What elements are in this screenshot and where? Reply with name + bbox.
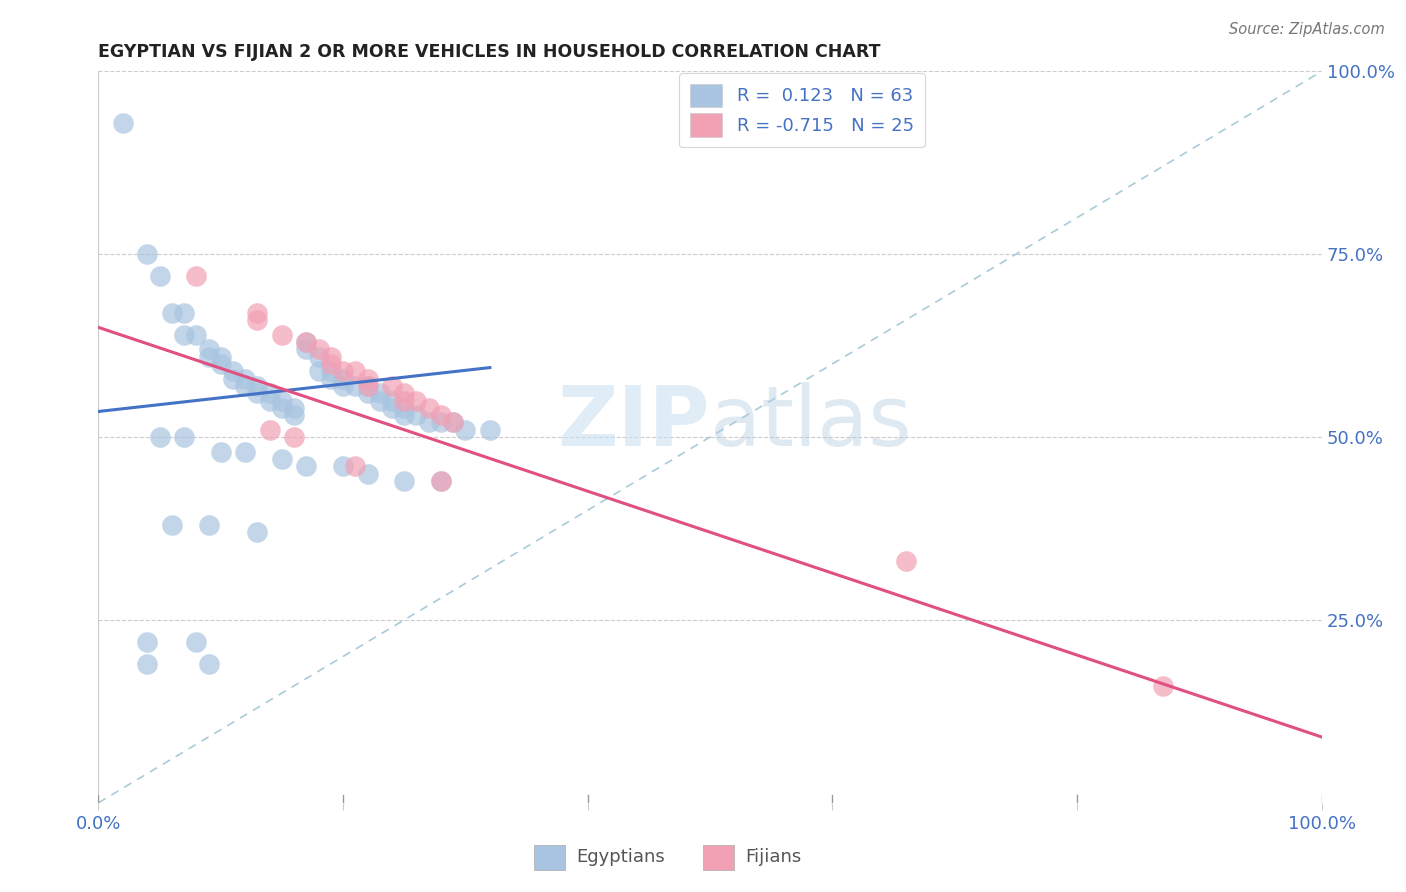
Point [308,364,330,378]
Point [356,379,378,393]
Point [197,350,219,364]
Point [136,657,159,671]
Point [160,517,183,532]
Point [270,452,294,467]
Point [270,393,294,408]
Point [441,416,464,430]
Point [454,423,477,437]
Point [233,379,256,393]
Point [356,371,378,385]
Point [368,386,391,401]
Point [1152,679,1174,693]
Point [233,371,256,385]
Point [186,635,208,649]
Point [319,350,342,364]
Text: atlas: atlas [710,382,911,463]
Point [392,408,416,422]
Point [381,401,404,415]
Point [392,401,416,415]
Point [186,327,208,342]
Point [368,393,391,408]
Point [246,313,269,327]
Point [259,423,281,437]
Point [319,364,342,378]
Point [295,334,318,349]
Point [246,386,269,401]
Point [209,444,232,458]
Point [344,379,367,393]
Point [209,357,232,371]
Point [381,393,404,408]
Point [405,408,427,422]
Point [136,247,159,261]
Point [392,386,416,401]
Point [405,393,427,408]
Point [173,430,195,444]
Point [344,364,367,378]
Point [319,371,342,385]
Point [160,306,183,320]
Point [894,554,917,568]
Point [308,343,330,357]
Point [430,474,453,488]
Point [222,364,245,378]
Point [197,657,219,671]
Point [233,444,256,458]
Point [246,379,269,393]
Point [111,115,134,129]
Point [136,635,159,649]
Point [259,386,281,401]
Point [332,379,354,393]
Text: ZIP: ZIP [558,382,710,463]
Point [149,430,172,444]
Point [332,364,354,378]
Point [197,517,219,532]
Point [149,269,172,284]
Point [197,343,219,357]
Point [392,474,416,488]
Legend: R =  0.123   N = 63, R = -0.715   N = 25: R = 0.123 N = 63, R = -0.715 N = 25 [679,73,925,147]
Point [332,371,354,385]
Point [319,357,342,371]
Point [295,334,318,349]
Point [392,393,416,408]
Point [270,327,294,342]
Point [283,430,305,444]
Point [295,343,318,357]
Point [283,408,305,422]
Point [381,379,404,393]
Point [295,459,318,474]
Point [173,327,195,342]
Point [478,423,501,437]
Point [418,416,440,430]
Point [332,459,354,474]
Text: Source: ZipAtlas.com: Source: ZipAtlas.com [1229,22,1385,37]
Point [356,386,378,401]
Text: Fijians: Fijians [745,848,801,866]
Point [356,379,378,393]
Point [173,306,195,320]
Text: EGYPTIAN VS FIJIAN 2 OR MORE VEHICLES IN HOUSEHOLD CORRELATION CHART: EGYPTIAN VS FIJIAN 2 OR MORE VEHICLES IN… [98,44,882,62]
Point [430,416,453,430]
Point [270,401,294,415]
Point [441,416,464,430]
Point [209,350,232,364]
Point [344,459,367,474]
Point [430,408,453,422]
Point [222,371,245,385]
Point [186,269,208,284]
Point [418,401,440,415]
Point [356,467,378,481]
Point [246,306,269,320]
Point [259,393,281,408]
Point [246,525,269,540]
Point [430,474,453,488]
Point [283,401,305,415]
Point [308,350,330,364]
Text: Egyptians: Egyptians [576,848,665,866]
